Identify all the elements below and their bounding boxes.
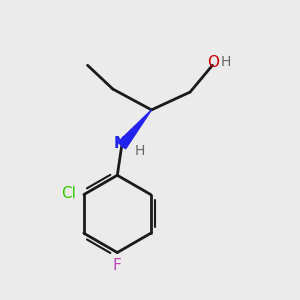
Text: F: F — [113, 257, 122, 272]
Text: H: H — [134, 145, 145, 158]
Text: O: O — [207, 55, 219, 70]
Text: Cl: Cl — [61, 186, 76, 201]
Polygon shape — [118, 110, 152, 149]
Text: H: H — [220, 55, 231, 69]
Text: N: N — [114, 136, 127, 151]
